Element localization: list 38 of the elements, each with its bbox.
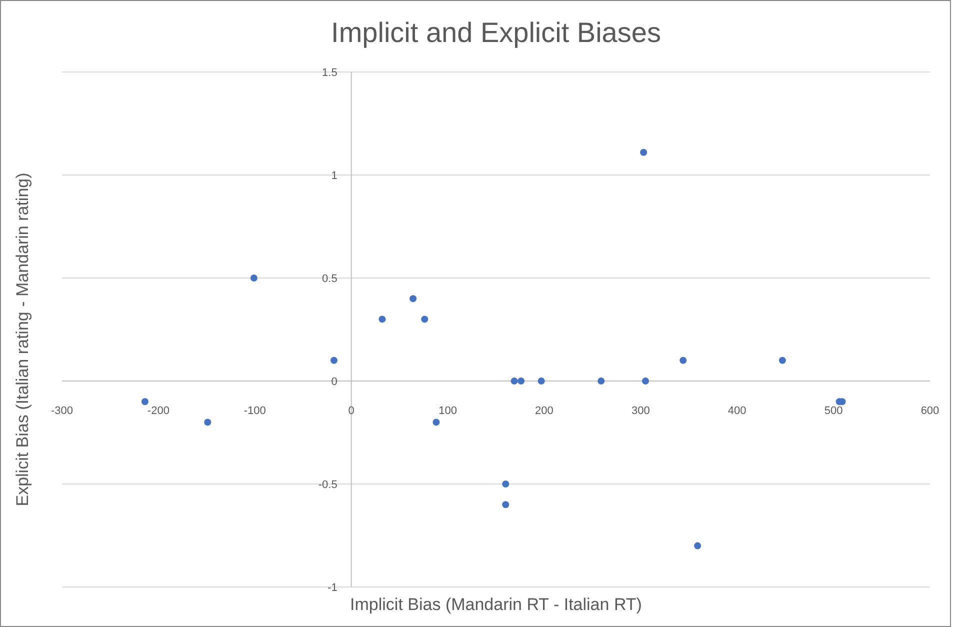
point <box>410 295 417 302</box>
x-tick-label: 600 <box>920 405 940 417</box>
chart-title: Implicit and Explicit Biases <box>331 17 661 48</box>
point <box>502 501 510 508</box>
x-tick-label: 100 <box>438 405 457 417</box>
point <box>432 418 440 426</box>
x-tick-label: -100 <box>244 405 266 417</box>
y-tick-label: 0.5 <box>322 273 338 285</box>
point <box>642 378 649 384</box>
x-axis-title: Implicit Bias (Mandarin RT - Italian RT) <box>350 595 642 614</box>
point <box>250 274 258 282</box>
x-tick-label: 400 <box>728 405 746 417</box>
y-tick-label: 0 <box>331 376 338 388</box>
point <box>141 398 148 406</box>
y-axis-title: Explicit Bias (Italian rating - Mandarin rating) <box>13 172 32 506</box>
x-tick-label: 300 <box>631 405 650 417</box>
point <box>640 148 648 156</box>
point <box>204 418 212 426</box>
point <box>778 356 786 364</box>
x-tick-label: 200 <box>535 405 554 417</box>
point <box>502 480 510 488</box>
point <box>330 356 338 364</box>
point <box>598 378 605 384</box>
x-tick-label: 0 <box>348 405 354 417</box>
point <box>378 316 386 323</box>
point <box>538 378 545 384</box>
x-tick-label: -300 <box>50 405 74 417</box>
point <box>694 542 702 550</box>
x-tick-label: 500 <box>824 405 843 417</box>
x-tick-label: -200 <box>147 405 170 417</box>
y-tick-label: 1 <box>331 170 338 182</box>
y-tick-label: 1.5 <box>322 67 338 79</box>
point <box>510 378 518 384</box>
point <box>680 356 687 364</box>
point <box>518 378 525 384</box>
point <box>421 316 428 323</box>
y-tick-label: -0.5 <box>318 479 338 491</box>
y-tick-label: -1 <box>328 582 338 594</box>
